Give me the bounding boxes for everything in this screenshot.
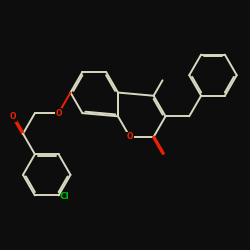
Text: O: O	[55, 109, 62, 118]
Text: O: O	[10, 112, 16, 121]
Text: Cl: Cl	[60, 192, 70, 201]
Text: O: O	[126, 132, 133, 141]
